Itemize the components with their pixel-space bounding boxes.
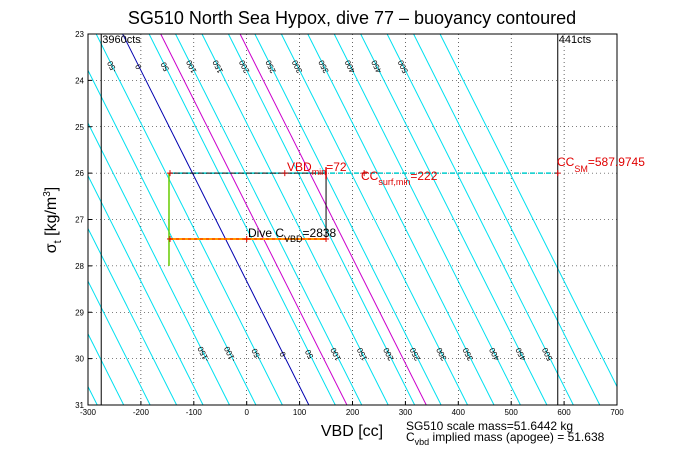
y-tick-label: 31	[75, 401, 84, 410]
x-tick-label: 500	[505, 408, 519, 417]
y-tick-label: 30	[75, 355, 84, 364]
chart-title: SG510 North Sea Hypox, dive 77 – buoyanc…	[128, 8, 576, 28]
contour-line	[201, 34, 389, 405]
cc-surf-min-annotation: CCsurf,min=222	[361, 169, 438, 187]
contour-label: 200	[381, 346, 395, 362]
contour-label: 150	[211, 58, 225, 74]
contour-line	[0, 34, 71, 405]
contour-label: -100	[222, 344, 237, 363]
x-tick-label: -300	[80, 408, 97, 417]
x-tick-label: 600	[557, 408, 571, 417]
contour-label: 150	[355, 346, 369, 362]
y-tick-label: 23	[75, 30, 84, 39]
contour-line	[413, 34, 601, 405]
contour-label: 100	[329, 346, 343, 362]
contour-label: 250	[408, 346, 422, 362]
contour-line	[175, 34, 363, 405]
contour-label: 300	[434, 346, 448, 362]
contour-line	[88, 227, 178, 405]
contour-label: 50	[303, 348, 315, 360]
contour-line	[360, 34, 548, 405]
contour-label: 350	[316, 58, 330, 74]
contour-line	[280, 34, 468, 405]
contour-line	[0, 34, 44, 405]
contour-line	[88, 332, 125, 405]
dive-trace	[166, 167, 561, 266]
contour-label: 0	[133, 62, 143, 71]
count-lines: 3960cts 441cts	[100, 34, 592, 405]
contour-label: 250	[264, 58, 278, 74]
y-tick-label: 29	[75, 308, 84, 317]
cc-sm-annotation: CCSM=587.9745	[557, 155, 645, 174]
x-tick-label: 400	[452, 408, 466, 417]
x-tick-label: -100	[186, 408, 203, 417]
contour-line	[88, 121, 230, 405]
contour-label: 0	[278, 350, 288, 359]
y-axis-ticks: 23 24 25 26 27 28 29 30 31	[75, 30, 92, 410]
y-axis-label: σt [kg/m3]	[42, 187, 64, 254]
contour-label: 100	[184, 58, 198, 74]
x-tick-label: 700	[610, 408, 624, 417]
y-tick-label: 25	[75, 123, 84, 132]
contour-line	[254, 34, 442, 405]
implied-mass-footer: Cvbd implied mass (apogee) = 51.638	[406, 430, 605, 447]
highlight-contour-line	[239, 34, 427, 405]
contour-label: -150	[196, 344, 211, 363]
contour-line	[148, 34, 336, 405]
contour-line	[88, 280, 151, 405]
contour-label: 400	[487, 346, 501, 362]
contour-line	[386, 34, 574, 405]
x-axis-label: VBD [cc]	[321, 423, 383, 440]
contour-label: 500	[540, 346, 554, 362]
contour-label: 500	[396, 58, 410, 74]
buoyancy-contours	[0, 34, 617, 405]
x-tick-label: -200	[133, 408, 150, 417]
contour-label: 300	[290, 58, 304, 74]
contour-label: 400	[343, 58, 357, 74]
count-label: 3960cts	[102, 34, 141, 46]
contour-line	[439, 34, 617, 388]
x-tick-label: 0	[244, 408, 249, 417]
y-tick-label: 28	[75, 262, 84, 271]
grid-lines	[87, 33, 618, 406]
dive-cvbd-annotation: Dive CVBD=2838	[248, 226, 337, 244]
contour-labels: -50 0 50 100 150 200 250 300 350 400 450 500-150 -10…	[105, 58, 554, 363]
y-tick-label: 26	[75, 169, 84, 178]
highlight-contour-line	[122, 34, 310, 405]
count-label: 441cts	[559, 34, 592, 46]
contour-line	[88, 174, 204, 405]
y-tick-label: 27	[75, 216, 84, 225]
contour-label: -50	[250, 346, 263, 361]
contour-line	[227, 34, 416, 405]
x-axis-ticks: -300 -200 -100 0 100 200 300 400 500 600 700	[80, 401, 624, 417]
contour-label: 200	[237, 58, 251, 74]
contour-label: 350	[461, 346, 475, 362]
x-tick-label: 300	[399, 408, 413, 417]
contour-label: 450	[514, 346, 528, 362]
scale-mass-footer: SG510 scale mass=51.6442 kg	[406, 419, 573, 433]
x-tick-label: 200	[346, 408, 360, 417]
contour-label: 450	[369, 58, 383, 74]
highlight-contour-line	[160, 34, 348, 405]
x-tick-label: 100	[293, 408, 307, 417]
contour-line	[307, 34, 495, 405]
contour-label: -50	[105, 59, 118, 74]
contour-label: 50	[159, 60, 171, 72]
vbd-min-annotation: VBDmin=72	[287, 160, 347, 177]
contour-line	[95, 34, 283, 405]
y-tick-label: 24	[75, 76, 84, 85]
contour-line	[333, 34, 521, 405]
